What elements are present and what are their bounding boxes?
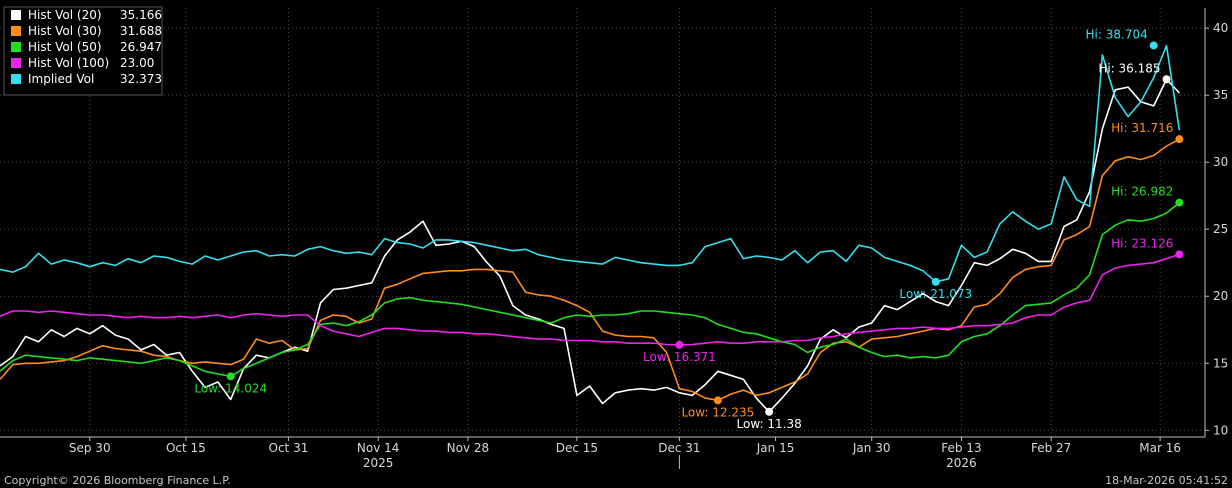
annotation-label: Hi: 31.716 <box>1111 121 1173 135</box>
legend-series-value: 23.00 <box>120 56 154 70</box>
x-tick-label: Feb 13 <box>941 441 981 455</box>
series-line-0 <box>0 78 1180 413</box>
annotations: Hi: 38.704 Hi: 36.185 Hi: 31.716 Hi: 26.982… <box>194 27 1184 431</box>
annotation-marker <box>1175 135 1184 144</box>
copyright-text: Copyright© 2026 Bloomberg Finance L.P. <box>4 474 231 487</box>
annotation-label: Low: 11.38 <box>737 417 802 431</box>
annotation-marker <box>1162 75 1171 84</box>
annotation-label: Low: 21.073 <box>899 287 972 301</box>
annotation-label: Hi: 26.982 <box>1111 185 1173 199</box>
legend-series-name: Hist Vol (20) <box>28 8 102 22</box>
legend-series-value: 26.947 <box>120 40 162 54</box>
x-tick-label: Oct 15 <box>166 441 206 455</box>
x-tick-label: Feb 27 <box>1031 441 1071 455</box>
legend-swatch <box>11 58 21 68</box>
legend-series-name: Hist Vol (30) <box>28 24 102 38</box>
legend-series-name: Implied Vol <box>28 72 94 86</box>
legend-series-value: 32.373 <box>120 72 162 86</box>
series-lines <box>0 44 1181 413</box>
annotation-label: Hi: 36.185 <box>1098 61 1160 75</box>
annotation-marker <box>1175 198 1184 207</box>
y-tick-label: 30 <box>1213 155 1228 169</box>
legend-swatch <box>11 26 21 36</box>
annotation-marker <box>675 340 684 349</box>
grid-lines <box>0 8 1205 437</box>
annotation-marker <box>765 407 774 416</box>
legend-series-name: Hist Vol (50) <box>28 40 102 54</box>
y-tick-label: 20 <box>1213 289 1228 303</box>
y-tick-label: 35 <box>1213 88 1228 102</box>
x-tick-label: Jan 15 <box>756 441 795 455</box>
x-tick-label: Nov 28 <box>447 441 490 455</box>
legend: Hist Vol (20) 35.166 Hist Vol (30) 31.688 Hi… <box>3 6 163 96</box>
series-line-3 <box>0 253 1180 346</box>
legend-series-value: 31.688 <box>120 24 162 38</box>
legend-swatch <box>11 74 21 84</box>
annotation-marker <box>931 277 940 286</box>
x-tick-label: Jan 30 <box>852 441 891 455</box>
x-tick-label: Sep 30 <box>69 441 111 455</box>
annotation-label: Low: 14.024 <box>194 381 267 395</box>
annotation-label: Hi: 38.704 <box>1086 27 1148 41</box>
annotation-marker <box>713 396 722 405</box>
year-label: 2026 <box>946 456 977 470</box>
x-tick-label: Oct 31 <box>269 441 309 455</box>
legend-box <box>3 6 163 96</box>
x-tick-label: Dec 31 <box>658 441 700 455</box>
legend-swatch <box>11 42 21 52</box>
annotation-label: Low: 12.235 <box>681 405 754 419</box>
y-tick-label: 10 <box>1213 423 1228 437</box>
series-line-2 <box>0 201 1180 378</box>
y-tick-label: 25 <box>1213 222 1228 236</box>
y-tick-label: 15 <box>1213 356 1228 370</box>
y-tick-label: 40 <box>1213 21 1228 35</box>
annotation-marker <box>226 372 235 381</box>
x-tick-label: Dec 15 <box>556 441 598 455</box>
legend-series-name: Hist Vol (100) <box>28 56 109 70</box>
annotation-label: Hi: 23.126 <box>1111 236 1173 250</box>
series-line-1 <box>0 138 1180 402</box>
annotation-marker <box>1175 250 1184 259</box>
legend-swatch <box>11 10 21 20</box>
legend-series-value: 35.166 <box>120 8 162 22</box>
timestamp-text: 18-Mar-2026 05:41:52 <box>1105 474 1228 487</box>
year-label: 2025 <box>363 456 394 470</box>
annotation-marker <box>1149 41 1158 50</box>
x-tick-label: Nov 14 <box>357 441 400 455</box>
series-line-4 <box>0 44 1181 283</box>
annotation-label: Low: 16.371 <box>643 350 716 364</box>
x-tick-label: Mar 16 <box>1139 441 1181 455</box>
